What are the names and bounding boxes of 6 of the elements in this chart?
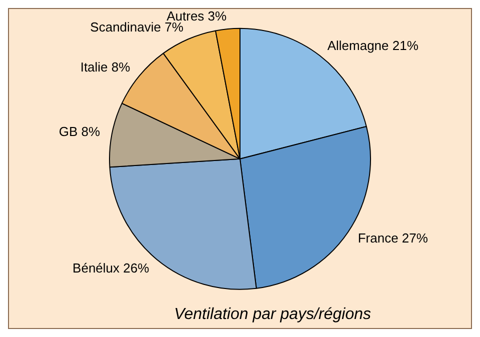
slice-label: Bénélux 26% [72,260,150,276]
slice-label: Allemagne 21% [327,38,419,53]
slice-label: GB 8% [58,124,100,139]
slice-label: France 27% [358,230,428,246]
text: Ventilation par pays/régions [174,306,371,323]
slice-label: Italie 8% [80,60,131,75]
